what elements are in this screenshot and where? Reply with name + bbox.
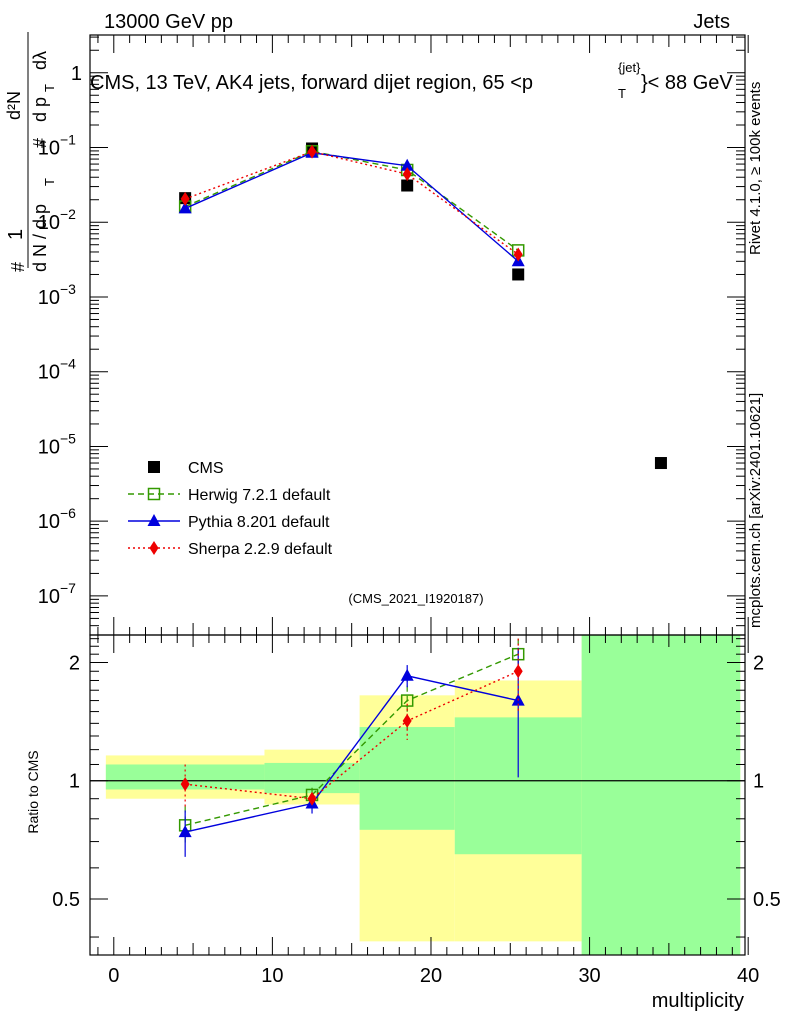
legend: CMS Herwig 7.2.1 default Pythia 8.201 defa… xyxy=(128,460,333,558)
main-y-tick-label: 1 xyxy=(71,63,82,85)
legend-label-pythia: Pythia 8.201 default xyxy=(188,514,330,531)
axis-ticks: 110 −110 −210 −310 −410 −510 −610 −70 10 20 30 400.… xyxy=(38,35,781,987)
plot-title-subscript: T xyxy=(618,86,626,101)
ratio-line-herwig xyxy=(184,653,519,826)
ratio-point-sherpa xyxy=(307,791,317,806)
main-y-tick-exponent: −6 xyxy=(60,505,76,521)
legend-marker-sherpa xyxy=(149,541,159,555)
legend-marker-herwig xyxy=(147,487,161,501)
legend-label-herwig: Herwig 7.2.1 default xyxy=(188,487,331,504)
main-y-tick-label: 10 xyxy=(38,287,60,309)
legend-item-cms: CMS xyxy=(148,460,224,477)
band-green-2 xyxy=(359,727,455,830)
main-y-tick-label: 10 xyxy=(38,137,60,159)
x-tick-label: 20 xyxy=(420,965,442,987)
analysis-watermark: (CMS_2021_I1920187) xyxy=(348,591,483,606)
band-green-4 xyxy=(581,635,741,955)
legend-item-sherpa: Sherpa 2.2.9 default xyxy=(128,541,333,558)
mcplots-source-label: mcplots.cern.ch [arXiv:2401.10621] xyxy=(747,393,764,628)
main-y-tick-exponent: −3 xyxy=(60,281,76,297)
main-y-tick-label: 10 xyxy=(38,362,60,384)
ratio-y-tick-label-right: 0.5 xyxy=(753,889,781,911)
main-y-tick-label: 10 xyxy=(38,511,60,533)
main-y-tick-exponent: −5 xyxy=(60,430,76,446)
plot-title-superscript: {jet} xyxy=(618,60,641,75)
header-energy-label: 13000 GeV pp xyxy=(104,11,233,33)
plot-title: CMS, 13 TeV, AK4 jets, forward dijet reg… xyxy=(90,72,533,94)
svg-text:T: T xyxy=(42,178,57,186)
x-tick-label: 10 xyxy=(261,965,283,987)
ratio-frame xyxy=(89,634,746,956)
ratio-point-pythia xyxy=(400,668,414,681)
ratio-y-axis-label: Ratio to CMS xyxy=(25,750,41,833)
main-point-pythia xyxy=(178,201,192,214)
main-y-axis-label: # 1 d N / d p T # d²N d p T dλ xyxy=(4,32,57,272)
main-y-tick-label: 10 xyxy=(38,436,60,458)
plot-frames xyxy=(89,34,746,956)
main-y-tick-exponent: −7 xyxy=(60,580,76,596)
svg-text:dλ: dλ xyxy=(30,51,50,70)
ratio-series-sherpa xyxy=(180,638,523,807)
ratio-point-sherpa xyxy=(513,664,523,679)
ratio-y-tick-label-right: 2 xyxy=(753,653,764,675)
legend-marker-pythia xyxy=(147,514,161,526)
main-y-tick-exponent: −2 xyxy=(60,206,76,222)
main-point-pythia xyxy=(400,158,414,171)
main-point-cms xyxy=(401,179,414,192)
header-jets-label: Jets xyxy=(693,11,730,33)
svg-text:#: # xyxy=(30,138,50,148)
main-line-herwig xyxy=(184,150,519,251)
main-point-cms xyxy=(654,457,667,470)
main-y-tick-exponent: −4 xyxy=(60,356,76,372)
ratio-line-pythia xyxy=(185,675,519,833)
ratio-line-sherpa xyxy=(185,670,519,800)
main-y-tick-label: 10 xyxy=(38,212,60,234)
svg-text:d p: d p xyxy=(30,97,50,122)
ratio-point-herwig xyxy=(400,694,414,707)
legend-label-sherpa: Sherpa 2.2.9 default xyxy=(188,541,333,558)
plot-title-end: }< 88 GeV xyxy=(641,72,733,94)
ratio-point-sherpa xyxy=(180,777,190,792)
svg-text:1: 1 xyxy=(5,229,27,240)
svg-text:#: # xyxy=(8,262,28,272)
main-line-sherpa xyxy=(184,150,519,256)
ratio-y-tick-label: 1 xyxy=(69,771,80,793)
rivet-version-label: Rivet 4.1.0, ≥ 100k events xyxy=(747,82,764,255)
x-tick-label: 0 xyxy=(108,965,119,987)
svg-text:d²N: d²N xyxy=(4,91,24,120)
main-point-sherpa xyxy=(180,191,190,206)
main-y-tick-label: 10 xyxy=(38,586,60,608)
ratio-y-tick-label-right: 1 xyxy=(753,771,764,793)
ratio-y-tick-label: 0.5 xyxy=(52,889,80,911)
main-point-sherpa xyxy=(402,167,412,182)
svg-text:d N / d p: d N / d p xyxy=(30,204,50,272)
main-y-tick-exponent: −1 xyxy=(60,131,76,147)
svg-text:T: T xyxy=(42,84,57,92)
main-point-cms xyxy=(512,268,525,281)
ratio-point-sherpa xyxy=(402,713,412,728)
ratio-point-pythia xyxy=(178,825,192,838)
main-series-herwig xyxy=(178,145,525,257)
ratio-y-tick-label: 2 xyxy=(69,653,80,675)
legend-marker-cms xyxy=(148,461,160,473)
main-series-cms xyxy=(179,142,667,470)
legend-item-pythia: Pythia 8.201 default xyxy=(128,514,330,531)
main-point-sherpa xyxy=(307,144,317,159)
ratio-uncertainty-bands xyxy=(105,635,741,955)
x-axis-label: multiplicity xyxy=(652,990,744,1012)
main-line-pythia xyxy=(184,152,519,262)
main-series-sherpa xyxy=(180,144,523,262)
data-series xyxy=(178,142,667,857)
legend-item-herwig: Herwig 7.2.1 default xyxy=(128,487,331,504)
main-point-sherpa xyxy=(513,247,523,262)
legend-label-cms: CMS xyxy=(188,460,224,477)
x-tick-label: 30 xyxy=(578,965,600,987)
x-tick-label: 40 xyxy=(737,965,759,987)
main-series-pythia xyxy=(178,145,525,267)
